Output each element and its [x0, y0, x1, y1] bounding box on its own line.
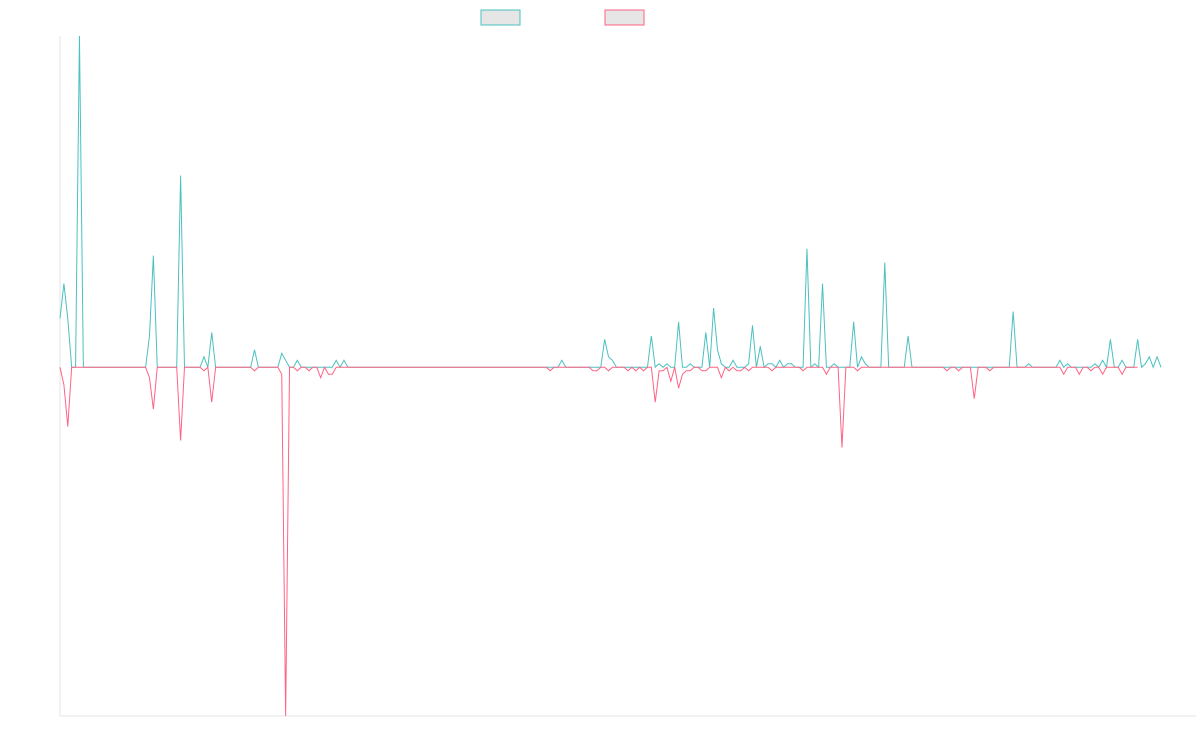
- legend-item-1[interactable]: [480, 9, 521, 26]
- legend[interactable]: [480, 9, 645, 26]
- legend-swatch-1: [480, 9, 521, 26]
- series-1: [59, 35, 1162, 369]
- legend-item-2[interactable]: [604, 9, 645, 26]
- series-2: [59, 366, 1138, 717]
- chart-axes: [59, 36, 1196, 717]
- legend-swatch-2: [604, 9, 645, 26]
- series-line-2: [59, 366, 1138, 717]
- series-line-1: [59, 35, 1162, 369]
- chart-series: [59, 35, 1162, 717]
